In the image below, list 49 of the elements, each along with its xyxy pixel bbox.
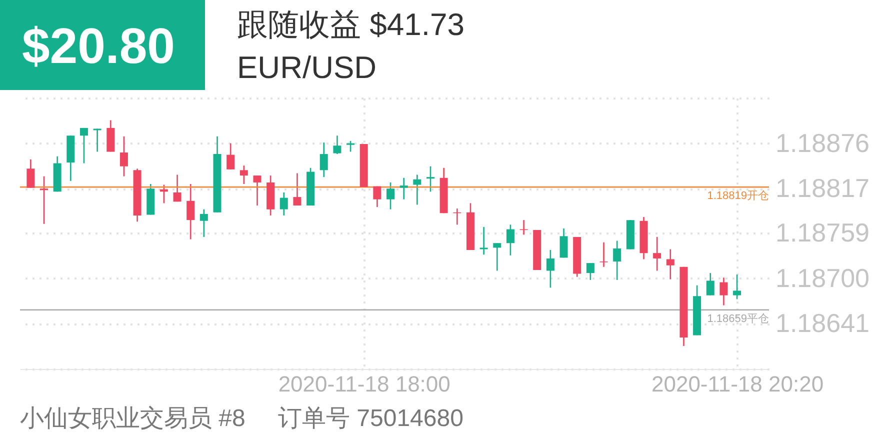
- ref-line-label: 1.18819开仓: [707, 190, 769, 202]
- text: 小仙女职业交易员 #8: [20, 405, 246, 432]
- candlestick: [186, 183, 195, 240]
- y-tick-label: 1.18700: [776, 262, 870, 293]
- candlestick: [666, 248, 674, 280]
- candlestick: [80, 127, 88, 164]
- chart-title: EUR/USD: [237, 50, 377, 85]
- candlestick: [200, 208, 208, 238]
- y-tick-label: 1.18641: [776, 308, 870, 338]
- candlestick: [653, 236, 662, 272]
- candlestick: [373, 186, 382, 208]
- candlestick: [613, 240, 622, 281]
- candlestick: [506, 224, 514, 256]
- candlestick: [706, 272, 714, 296]
- x-tick-label: 2020-11-18 20:20: [651, 372, 824, 396]
- candlestick: [26, 158, 35, 188]
- candlestick: [560, 228, 568, 258]
- text: 订单号 75014680: [278, 405, 464, 432]
- candlestick: [226, 142, 235, 170]
- ref-line-label: 1.18659平仓: [707, 312, 769, 325]
- candlestick: [280, 192, 288, 216]
- candlestick: [173, 174, 182, 202]
- y-tick-label: 1.18759: [776, 218, 870, 248]
- candlestick: [600, 242, 608, 268]
- candlestick: [386, 182, 394, 210]
- candlestick: [733, 274, 742, 300]
- candlestick: [120, 136, 128, 177]
- candlestick: [93, 128, 102, 152]
- y-tick-label: 1.18817: [776, 173, 870, 204]
- candlestick: [333, 134, 342, 155]
- text: $20.80: [22, 18, 175, 74]
- candlestick: [413, 174, 422, 206]
- text: 跟随收益 $41.73: [237, 7, 464, 42]
- candlestick: [546, 249, 554, 288]
- x-tick-label: 2020-11-18 18:00: [278, 372, 450, 396]
- candlestick: [480, 226, 488, 256]
- candlestick: [720, 276, 728, 306]
- candlestick: [40, 176, 48, 225]
- candlestick: [106, 120, 115, 152]
- y-tick-label: 1.18876: [776, 128, 870, 158]
- candlestick: [493, 242, 502, 272]
- candlestick: [320, 142, 328, 178]
- candlestick: [253, 174, 262, 206]
- candlestick: [426, 166, 434, 192]
- candlestick: [400, 177, 408, 200]
- candlestick: [240, 164, 248, 185]
- candlestick: [586, 262, 594, 281]
- candlestick: [293, 172, 302, 206]
- candlestick: [346, 140, 355, 152]
